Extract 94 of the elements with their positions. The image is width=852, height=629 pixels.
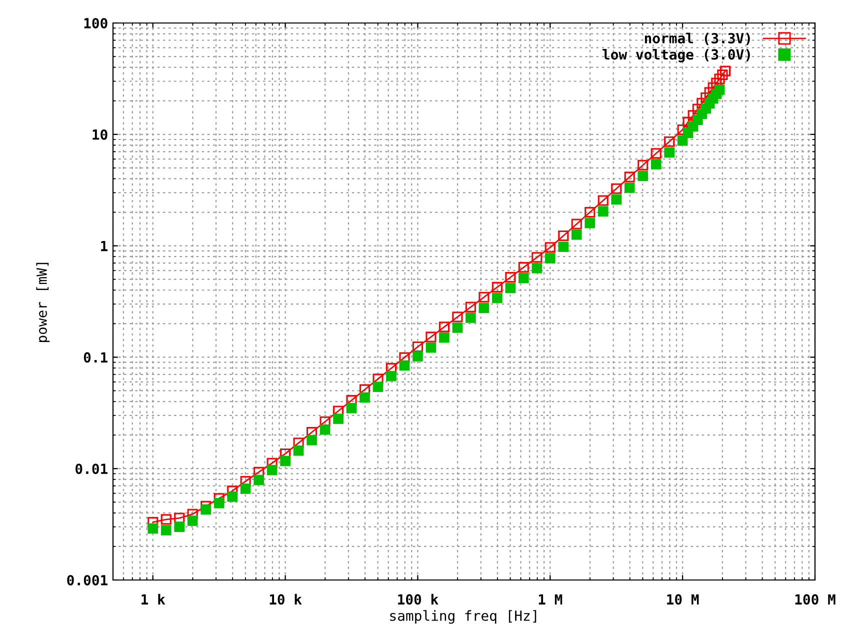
legend-label: normal (3.3V) (644, 32, 750, 46)
point (148, 523, 158, 534)
point (571, 229, 582, 240)
point (518, 262, 529, 273)
point (558, 230, 569, 242)
point (466, 312, 476, 323)
point (266, 458, 278, 468)
point (611, 183, 622, 194)
point (280, 448, 291, 459)
x-tick-label: 1 M (538, 594, 562, 604)
point (174, 512, 185, 524)
point (452, 322, 463, 333)
point (677, 124, 688, 136)
point (426, 332, 436, 342)
point (214, 498, 224, 508)
point (386, 370, 396, 382)
point (306, 426, 318, 438)
point (346, 402, 357, 414)
point (280, 456, 290, 466)
point (544, 253, 556, 264)
point (650, 148, 662, 159)
point (200, 504, 211, 515)
point (187, 516, 198, 526)
point (505, 272, 516, 283)
point (240, 484, 251, 494)
point (584, 218, 596, 228)
point (532, 252, 542, 263)
point (372, 382, 384, 392)
point (386, 362, 397, 374)
y-axis-title: power [mW] (36, 262, 50, 342)
legend-label: low voltage (3.0V) (602, 48, 750, 62)
x-tick-label: 10 k (270, 594, 302, 605)
point (333, 414, 344, 424)
y-tick-label: 0.001 (67, 574, 108, 586)
point (438, 322, 450, 332)
point (240, 476, 251, 487)
x-axis-title: sampling freq [Hz] (390, 610, 536, 624)
point (254, 466, 264, 478)
point (160, 525, 172, 536)
y-tick-label: 10 (92, 129, 108, 140)
point (412, 351, 423, 362)
point (624, 172, 635, 182)
point (346, 395, 357, 406)
point (558, 242, 569, 252)
point (372, 374, 384, 384)
point (598, 206, 608, 216)
point (492, 292, 502, 304)
x-tick-label: 100 M (795, 594, 836, 605)
x-tick-label: 100 k (398, 594, 438, 605)
point (293, 438, 304, 448)
point (638, 160, 648, 170)
point (505, 282, 516, 294)
y-tick-label: 1 (101, 240, 108, 252)
point (598, 195, 608, 206)
point (254, 474, 264, 486)
point (465, 302, 476, 312)
y-tick-label: 0.1 (84, 352, 108, 363)
point (611, 194, 622, 205)
point (518, 272, 529, 284)
point (492, 282, 502, 292)
point (360, 392, 370, 403)
y-tick-label: 0.01 (76, 464, 108, 474)
point (399, 352, 410, 363)
point (266, 464, 278, 476)
point (571, 218, 582, 230)
point (174, 522, 185, 532)
point (544, 242, 556, 253)
point (293, 445, 304, 456)
point (160, 514, 172, 525)
point (584, 206, 596, 218)
point (650, 159, 662, 170)
point (320, 424, 330, 435)
point (452, 312, 463, 322)
point (532, 263, 542, 274)
point (664, 147, 674, 158)
y-tick-label: 100 (84, 18, 108, 28)
point (439, 332, 450, 343)
point (399, 360, 410, 371)
point (426, 342, 436, 353)
point (214, 493, 224, 504)
point (359, 384, 370, 395)
point (412, 342, 423, 352)
point (478, 302, 490, 314)
point (227, 492, 238, 502)
x-tick-label: 1 k (142, 594, 166, 604)
point (638, 170, 648, 182)
point (478, 292, 490, 302)
x-tick-label: 10 M (667, 594, 699, 605)
point (320, 416, 330, 427)
point (332, 406, 344, 416)
point (306, 435, 317, 446)
point (187, 508, 198, 520)
point (624, 182, 635, 193)
point (664, 136, 675, 147)
